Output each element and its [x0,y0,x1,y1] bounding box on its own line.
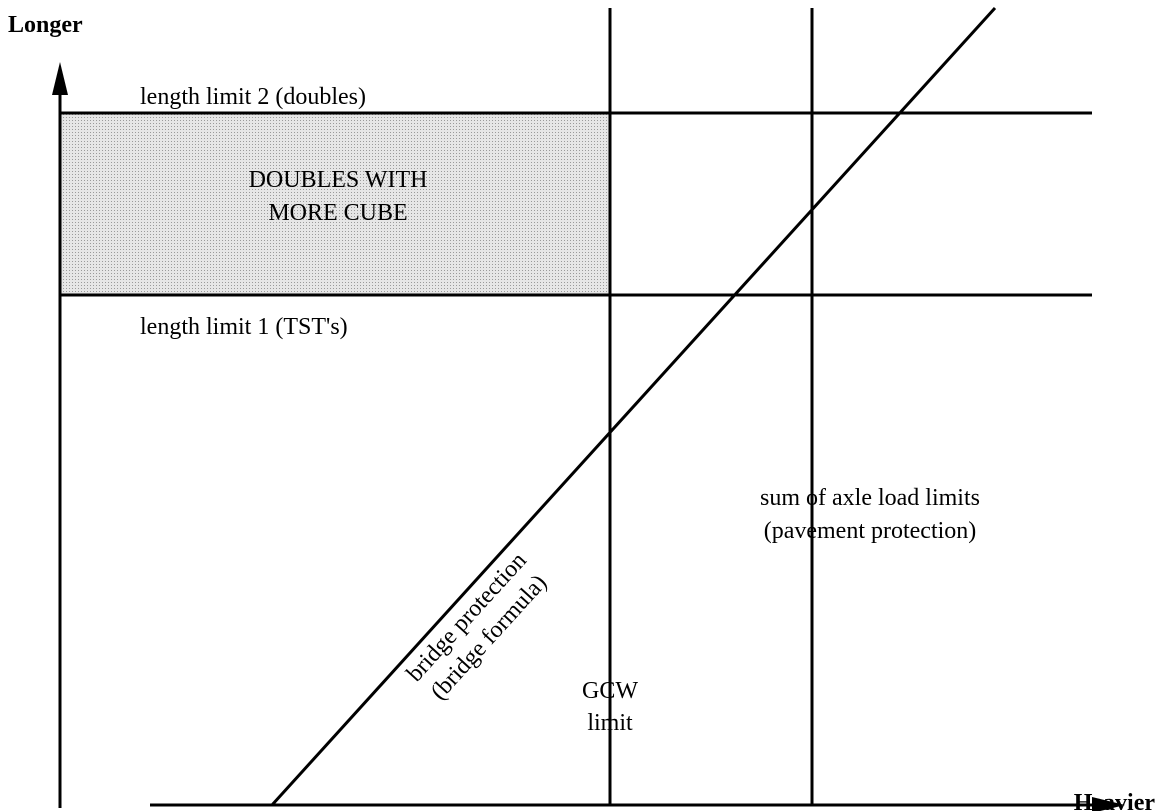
gcw-label: limit [587,710,633,736]
x-label: Heavier [1074,790,1156,811]
axle-label: sum of axle load limits [760,485,980,511]
length-limit-label: length limit 2 (doubles) [140,84,366,110]
x-arrow [1092,797,1125,811]
y-arrow [52,62,68,95]
region-label: DOUBLES WITH [249,167,428,193]
y-label: Longer [8,12,83,38]
bridge-line [270,6,997,807]
length-limit-label: length limit 1 (TST's) [140,314,348,340]
region-label: MORE CUBE [268,200,407,226]
shaded-region [60,113,610,295]
axle-label: (pavement protection) [764,518,977,544]
gcw-label: GCW [582,678,638,704]
